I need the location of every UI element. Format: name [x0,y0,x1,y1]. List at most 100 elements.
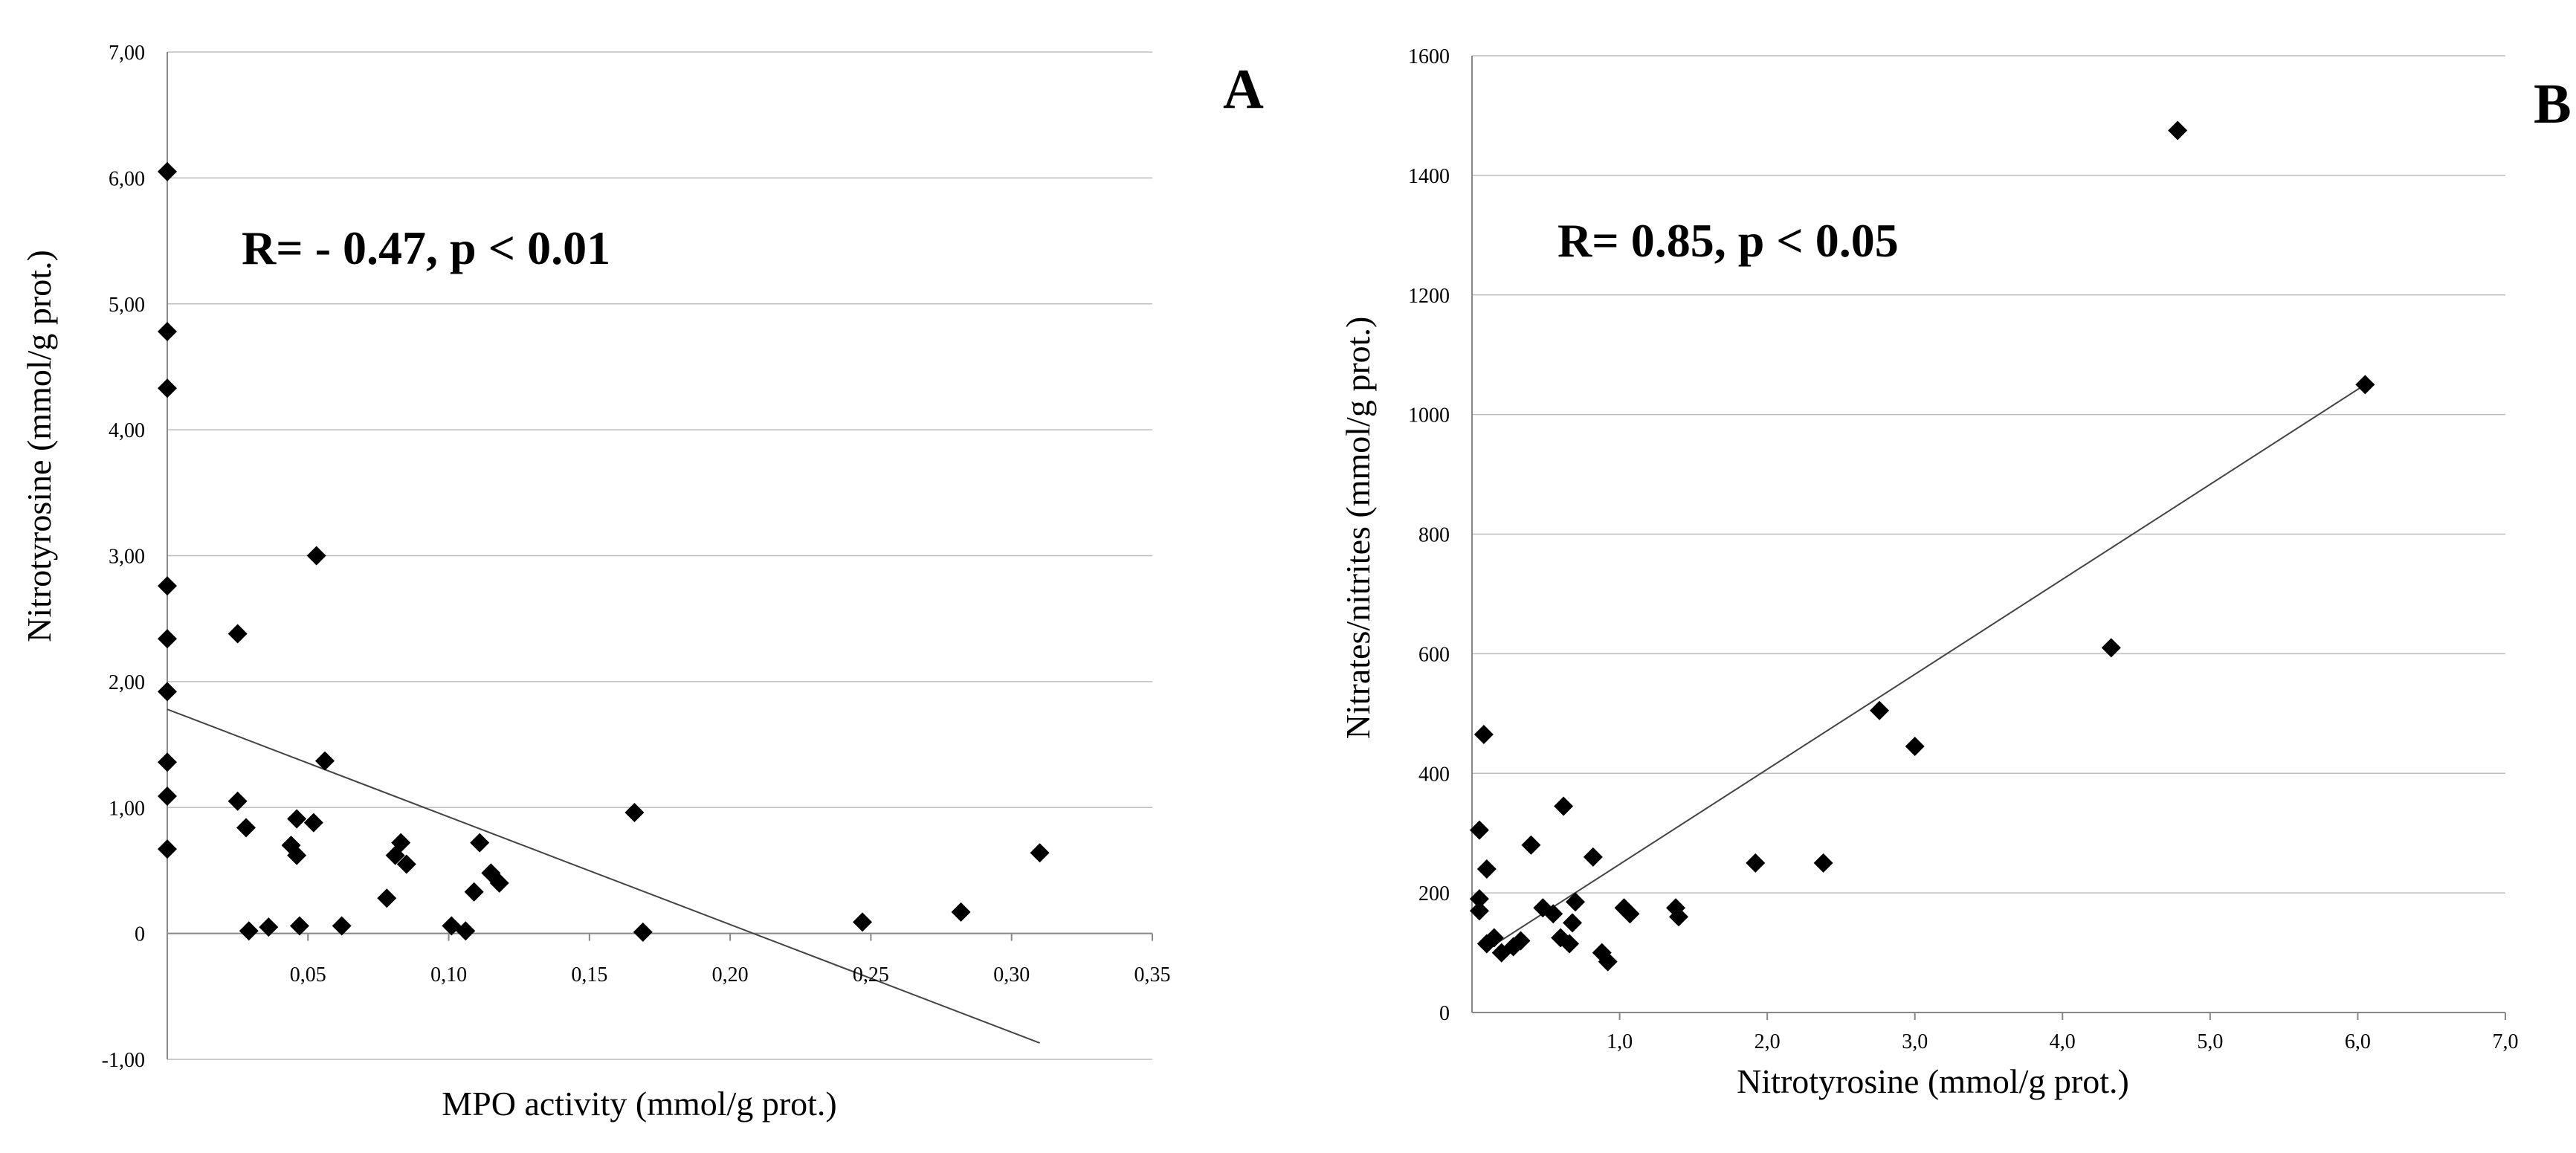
panel-a-data-point [158,576,177,596]
panel-b-data-point [1870,700,1890,720]
panel-a-data-point [158,161,177,181]
panel-a-data-point [464,882,484,902]
panel-b-y-tick-label: 600 [1418,643,1450,666]
panel-a-trendline [167,708,1040,1044]
panel-b-data-point [2101,638,2121,658]
panel-a-y-tick-label: 6,00 [109,167,145,190]
panel-b-y-tick-label: 200 [1418,882,1450,905]
panel-a-data-point [853,912,873,932]
panel-b-data-point [1905,737,1925,757]
panel-b-y-ticks: 0 200 400 600 800 1000 1200 1400 1600 [1408,45,1450,1025]
panel-a-data-point [158,629,177,649]
panel-a-data-point [396,854,416,874]
panel-b-y-tick-label: 400 [1418,763,1450,786]
panel-b-data-point [1543,904,1563,924]
panel-b-y-tick-label: 0 [1439,1002,1450,1025]
panel-a-x-ticks: 0,05 0,10 0,15 0,20 0,25 0,30 0,35 [290,933,1171,986]
panel-b-data-point [2168,120,2188,141]
panel-b-data-point [1563,913,1583,933]
panel-b-x-tick-label: 1,0 [1607,1030,1633,1053]
panel-a-data-point [158,839,177,859]
panel-b-label: B [2534,73,2572,135]
panel-a: 0,05 0,10 0,15 0,20 0,25 0,30 0,35 -1,00 0 1,00 2… [20,42,1264,1123]
panel-a-data-point [158,682,177,702]
panel-b-data-point [1813,853,1833,873]
panel-a-data-point [227,791,248,811]
panel-a-data-point [377,888,397,908]
panel-b: 1,0 2,0 3,0 4,0 5,0 6,0 7,0 0 200 400 600 800 1000 1… [1339,45,2572,1100]
panel-a-gridlines [167,51,1152,1060]
panel-b-data-point [1511,931,1531,951]
panel-a-data-point [236,818,256,838]
panel-a-data-point [315,751,335,771]
panel-a-y-tick-label: 0 [135,923,145,946]
panel-b-data-point [1583,847,1603,867]
panel-b-data-point [1560,934,1580,954]
panel-a-data-point [289,916,309,936]
panel-b-data-point [1620,904,1640,924]
panel-b-gridlines [1471,55,2505,1013]
panel-a-data-point [259,917,279,937]
panel-b-data-point [1469,889,1489,909]
panel-b-data-point [1554,796,1574,816]
panel-b-x-tick-label: 7,0 [2493,1030,2519,1053]
panel-a-x-tick-label: 0,25 [853,963,889,986]
panel-b-x-tick-label: 6,0 [2345,1030,2371,1053]
panel-a-data-point [158,787,177,807]
panel-a-data-point [456,921,476,941]
panel-b-data-point [1469,820,1489,840]
panel-b-x-tick-label: 4,0 [2050,1030,2076,1053]
panel-a-label: A [1223,58,1264,120]
panel-b-data-point [1469,901,1489,921]
panel-b-x-tick-label: 5,0 [2197,1030,2223,1053]
panel-b-data-point [1503,937,1523,957]
panel-a-data-point [158,752,177,772]
panel-a-data-point [287,809,307,829]
panel-a-x-tick-label: 0,05 [290,963,326,986]
panel-a-data-point [391,833,411,853]
panel-a-y-tick-label: 1,00 [109,797,145,820]
panel-b-data-point [1476,859,1497,879]
panel-b-trendline-group [1486,384,2366,951]
panel-b-data-point [1598,952,1618,972]
panel-a-data-point [227,624,248,644]
panel-a-x-tick-label: 0,30 [993,963,1030,986]
panel-b-x-ticks: 1,0 2,0 3,0 4,0 5,0 6,0 7,0 [1607,1012,2519,1053]
panel-b-y-tick-label: 1600 [1408,45,1450,68]
panel-a-data-point [158,378,177,398]
panel-a-data-point [306,546,326,566]
panel-a-x-axis-label: MPO activity (mmol/g prot.) [442,1085,837,1123]
panel-a-data-point [633,922,653,942]
panel-a-annotation: R= - 0.47, p < 0.01 [242,222,610,274]
panel-b-y-tick-label: 1000 [1408,404,1450,427]
panel-b-data-point [1521,835,1541,855]
panel-b-data-point [1746,853,1766,873]
panel-a-data-point [303,813,323,833]
panel-b-points [1469,120,2375,972]
panel-b-x-tick-label: 2,0 [1755,1030,1781,1053]
panel-b-y-axis-label: Nitrates/nitrites (mmol/g prot.) [1339,317,1377,740]
panel-b-data-point [1669,907,1688,927]
panel-a-y-ticks: -1,00 0 1,00 2,00 3,00 4,00 5,00 6,00 7,00 [102,42,145,1072]
panel-a-x-tick-label: 0,20 [712,963,749,986]
panel-a-y-tick-label: 2,00 [109,671,145,694]
panel-a-y-tick-label: 3,00 [109,546,145,569]
panel-b-data-point [1566,892,1585,912]
panel-a-x-tick-label: 0,35 [1134,963,1171,986]
panel-b-x-tick-label: 3,0 [1902,1030,1928,1053]
panel-b-data-point [1473,724,1494,744]
panel-a-y-axis-label: Nitrotyrosine (mmol/g prot.) [20,250,58,642]
panel-a-y-tick-label: 7,00 [109,42,145,65]
panel-b-x-axis-label: Nitrotyrosine (mmol/g prot.) [1737,1062,2129,1100]
panel-a-x-tick-label: 0,15 [571,963,607,986]
panel-a-data-point [470,833,490,853]
panel-a-data-point [158,322,177,342]
panel-b-annotation: R= 0.85, p < 0.05 [1557,214,1899,267]
panel-a-y-tick-label: 5,00 [109,294,145,317]
panel-b-y-tick-label: 800 [1418,524,1450,547]
panel-a-data-point [489,873,509,893]
panel-b-trendline [1486,384,2366,951]
panel-a-data-point [624,803,645,823]
panel-a-data-point [332,916,352,936]
